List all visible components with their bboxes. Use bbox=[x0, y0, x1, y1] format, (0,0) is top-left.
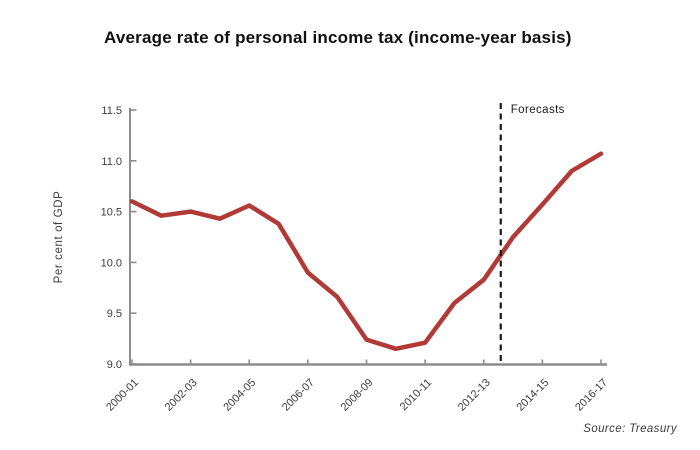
forecast-label: Forecasts bbox=[511, 104, 565, 116]
axes bbox=[129, 108, 607, 366]
y-tick-label: 10.0 bbox=[101, 257, 122, 269]
x-tick-label: 2016-17 bbox=[573, 377, 610, 414]
x-axis-ticks: 2000-01 2002-03 2004-05 2006-07 2008-09 2010-… bbox=[104, 359, 610, 414]
x-tick-label: 2004-05 bbox=[221, 377, 258, 414]
y-tick-label: 9.0 bbox=[107, 359, 122, 371]
x-tick-label: 2014-15 bbox=[514, 377, 551, 414]
forecast-annotation: Forecasts bbox=[499, 103, 565, 364]
x-tick-label: 2008-09 bbox=[339, 377, 376, 414]
y-axis-title: Per cent of GDP bbox=[53, 191, 65, 284]
x-tick-label: 2002-03 bbox=[163, 377, 200, 414]
series-lines bbox=[129, 151, 604, 352]
x-tick-label: 2000-01 bbox=[104, 377, 141, 414]
y-tick-label: 11.0 bbox=[101, 156, 122, 168]
x-tick-label: 2012-13 bbox=[456, 377, 493, 414]
y-tick-label: 10.5 bbox=[101, 207, 122, 219]
y-tick-label: 9.5 bbox=[107, 308, 122, 320]
y-axis-ticks: 9.0 9.5 10.0 10.5 11.0 11.5 bbox=[101, 105, 137, 371]
x-tick-label: 2010-11 bbox=[398, 377, 434, 413]
source-note: Source: Treasury bbox=[583, 423, 677, 435]
y-tick-label: 11.5 bbox=[101, 105, 122, 117]
chart-title: Average rate of personal income tax (inc… bbox=[104, 28, 572, 47]
x-tick-label: 2006-07 bbox=[280, 377, 317, 414]
tax-rate-line bbox=[129, 151, 604, 352]
